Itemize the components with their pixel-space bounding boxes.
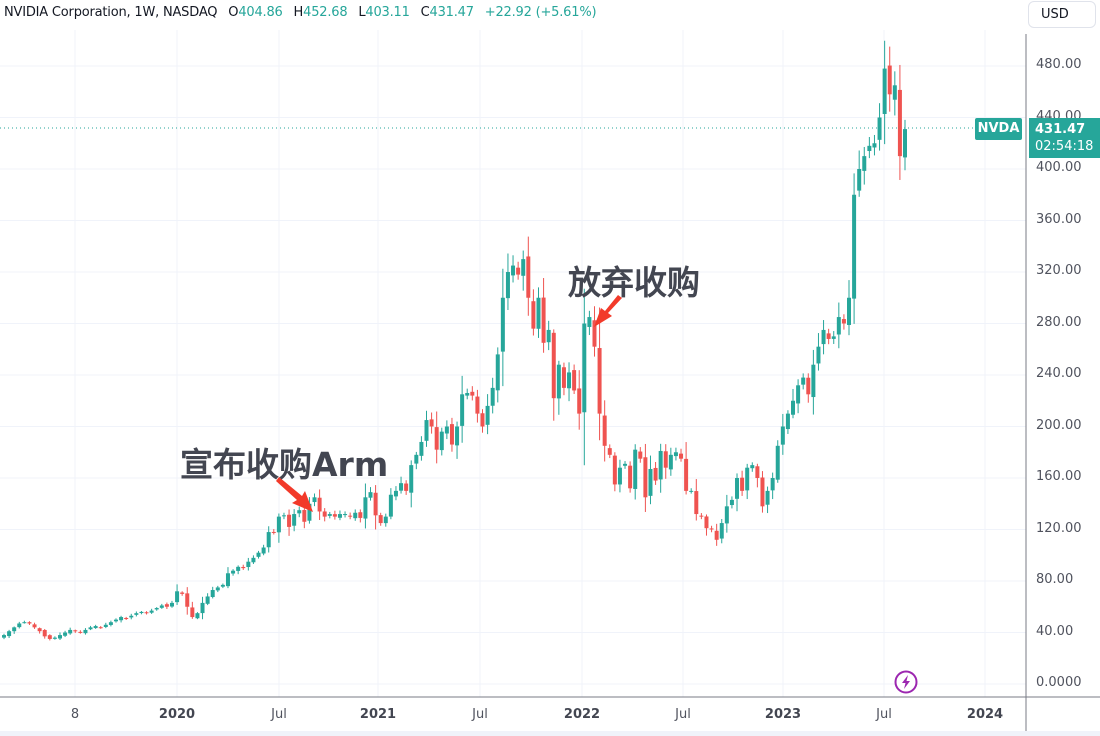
price-tick-label: 240.00 xyxy=(1036,366,1082,381)
price-tick-label: 360.00 xyxy=(1036,211,1082,227)
annotation-arrows xyxy=(276,295,622,512)
price-tick-label: 200.00 xyxy=(1036,417,1082,433)
arrow-arm-icon xyxy=(276,477,313,512)
high-value: 452.68 xyxy=(303,5,348,20)
price-tick-label: 480.00 xyxy=(1036,57,1082,72)
symbol-price-tag: NVDA xyxy=(975,118,1022,140)
price-tick-label: 280.00 xyxy=(1036,314,1082,330)
high-label: H xyxy=(293,5,304,20)
price-tick-label: 80.00 xyxy=(1036,572,1074,587)
ohlc-legend: NVIDIA Corporation, 1W, NASDAQ O404.86 H… xyxy=(4,5,597,20)
annotation-announce-arm: 宣布收购Arm xyxy=(180,445,389,484)
arrow-abandon-icon xyxy=(594,295,622,327)
price-tick-label: 320.00 xyxy=(1036,263,1082,278)
low-value: 403.11 xyxy=(365,5,410,20)
annotation-abandon-acquisition: 放弃收购 xyxy=(568,263,700,302)
last-price-tag: 431.47 02:54:18 xyxy=(1029,118,1100,158)
time-tick-label: 2024 xyxy=(966,707,1004,722)
symbol-description[interactable]: NVIDIA Corporation, 1W, NASDAQ xyxy=(4,5,218,20)
price-tick-label: 160.00 xyxy=(1036,469,1082,484)
price-tick-label: 400.00 xyxy=(1036,160,1082,175)
time-tick-label: Jul xyxy=(271,707,287,722)
change-value: +22.92 (+5.61%) xyxy=(484,5,597,20)
close-value: 431.47 xyxy=(429,5,474,20)
last-price-value: 431.47 xyxy=(1035,122,1086,137)
time-tick-label: 2023 xyxy=(764,707,802,722)
time-tick-label: 2020 xyxy=(158,707,196,722)
time-tick-label: Jul xyxy=(675,707,691,722)
open-value: 404.86 xyxy=(238,5,283,20)
price-tick-label: 120.00 xyxy=(1036,520,1082,536)
close-label: C xyxy=(420,5,430,20)
grid-lines xyxy=(0,30,1026,697)
bottom-strip xyxy=(0,731,1100,736)
time-tick-label: 8 xyxy=(70,707,80,722)
candle-series[interactable] xyxy=(2,40,907,641)
time-tick-label: Jul xyxy=(472,707,488,722)
bar-countdown: 02:54:18 xyxy=(1035,139,1094,154)
time-tick-label: 2022 xyxy=(563,707,601,722)
price-tick-label: 40.00 xyxy=(1036,623,1074,639)
currency-button[interactable]: USD xyxy=(1028,1,1096,28)
lightning-bolt-icon[interactable] xyxy=(894,670,918,694)
low-label: L xyxy=(358,5,366,20)
open-label: O xyxy=(228,5,239,20)
price-tick-label: 0.0000 xyxy=(1036,675,1082,690)
time-tick-label: Jul xyxy=(876,707,892,722)
time-tick-label: 2021 xyxy=(359,707,397,722)
